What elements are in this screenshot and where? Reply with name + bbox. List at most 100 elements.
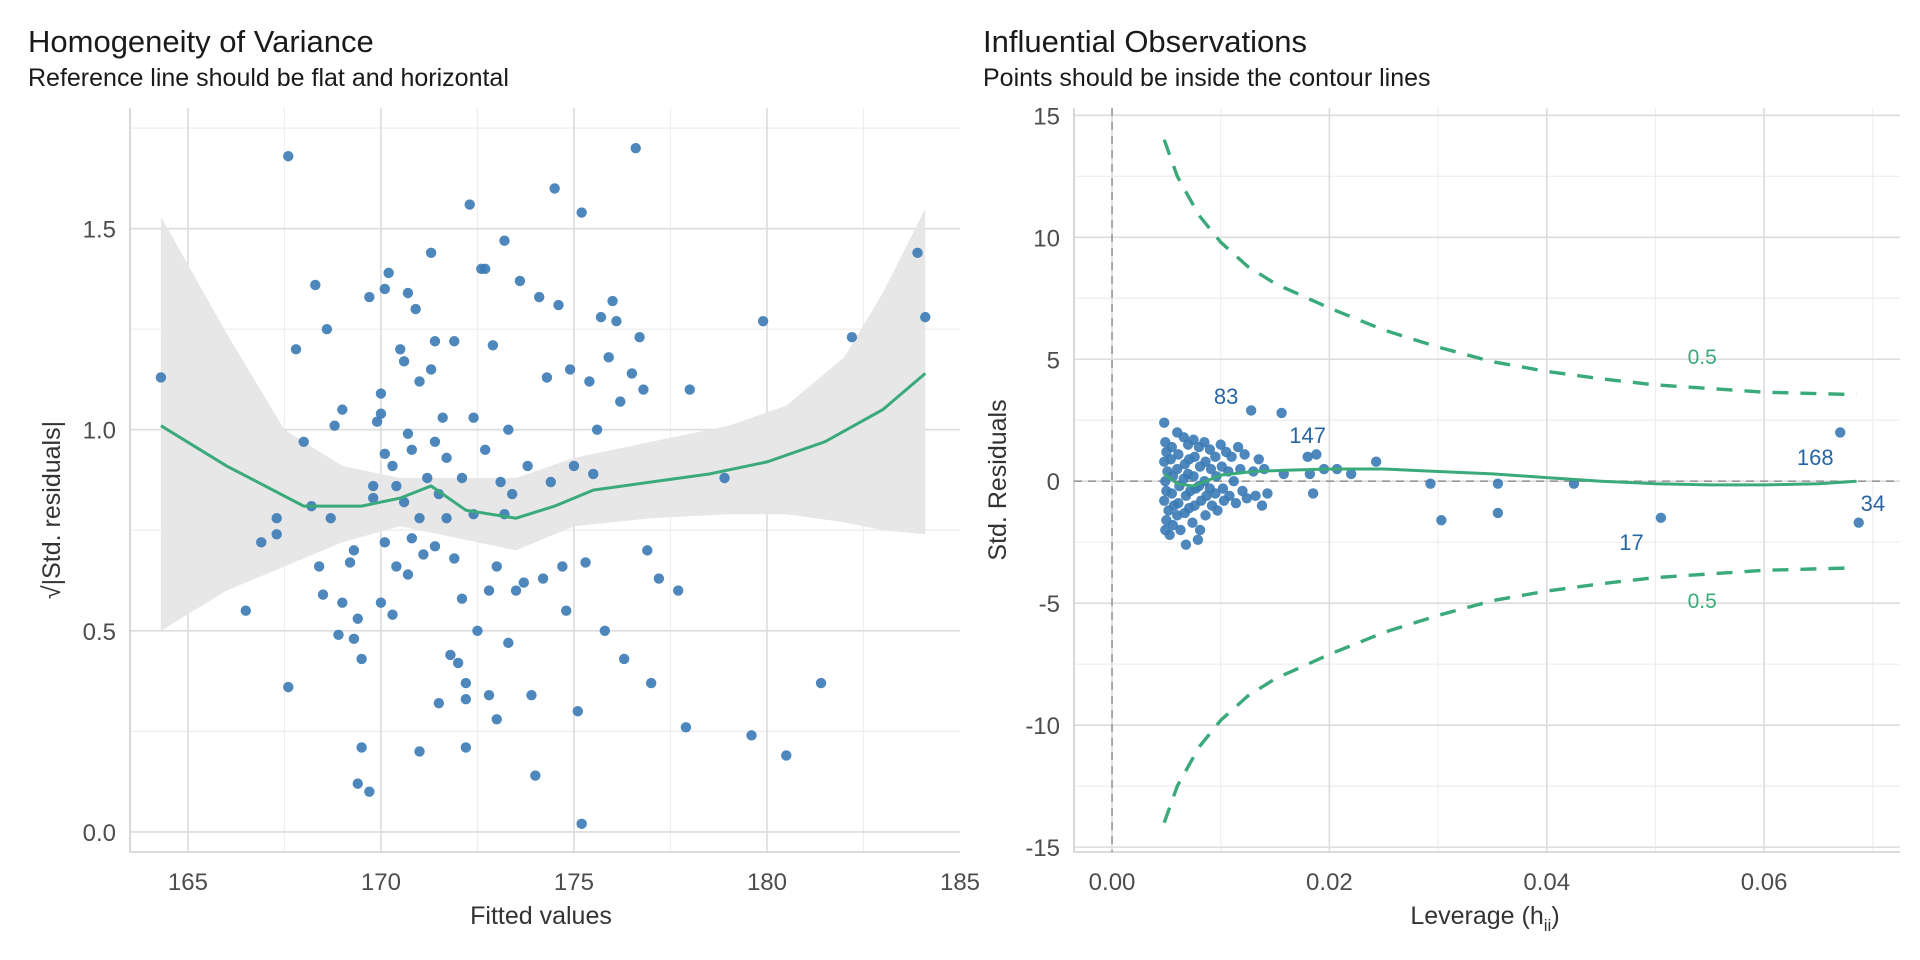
data-point [1253,454,1264,465]
x-tick-label: 180 [747,869,787,896]
data-point [1212,505,1223,516]
data-point [1166,441,1178,453]
x-tick-label: 0.00 [1089,869,1136,896]
y-tick-label: 15 [1033,103,1060,130]
data-point [680,722,692,733]
data-point [1210,488,1221,499]
data-point [356,742,367,753]
influence-plot-area: 0.5 0.5 83 147 168 17 34 0.00 0.02 0.04 0.06 -15 -10… [1025,103,1900,896]
data-point [1239,449,1250,460]
data-point [368,480,379,492]
data-point [290,344,302,355]
data-point [1230,497,1242,509]
data-point [1224,490,1235,502]
data-point [530,770,541,781]
data-point [483,689,495,701]
data-point [553,299,564,311]
contour-label-lower: 0.5 [1688,590,1717,613]
y-tick-label: 0.0 [83,820,116,847]
data-point [618,653,630,665]
data-point [414,746,425,757]
y-tick-label: 1.0 [83,418,116,445]
data-point [364,786,375,797]
data-point [1173,449,1184,460]
data-point [545,476,556,488]
data-point [387,609,398,620]
data-point [1200,510,1211,521]
data-point [499,235,510,246]
data-point [368,492,379,504]
data-point [1228,476,1239,487]
data-point [406,533,418,544]
data-point [1250,490,1261,502]
data-point [1436,515,1447,526]
influence-panel-subtitle: Points should be inside the contour line… [983,64,1431,92]
data-point [398,496,410,508]
data-point [1835,427,1846,438]
data-point [1172,463,1183,475]
data-point [719,472,730,484]
data-point [418,549,429,560]
data-point [460,742,472,753]
data-point [414,376,425,387]
data-point [518,577,529,588]
data-point [526,689,537,701]
x-tick-label: 0.02 [1306,869,1353,896]
data-point [626,368,638,379]
observation-label: 17 [1619,530,1643,555]
data-point [379,448,390,460]
data-point [1166,488,1178,499]
observation-label: 147 [1289,423,1326,448]
data-point [1160,476,1171,487]
data-point [591,424,603,435]
x-tick-label: 165 [168,869,208,896]
data-point [584,376,595,387]
data-point [429,436,441,447]
homogeneity-panel-subtitle: Reference line should be flat and horizo… [28,64,509,92]
data-point [395,344,406,355]
data-point [441,452,452,464]
data-point [510,585,522,596]
x-tick-label-clipped: 185 [940,869,980,896]
data-point [1241,493,1253,504]
data-point [356,653,367,665]
data-point [491,561,502,572]
data-point [1173,497,1184,509]
data-point [375,597,387,608]
data-point [561,605,572,616]
data-point [406,444,418,456]
data-point [460,677,472,689]
data-point [846,332,858,343]
svg-text:√|Std. residuals|: √|Std. residuals| [38,421,66,599]
data-point [537,573,549,584]
data-point [1302,451,1313,463]
data-point [348,633,360,645]
data-point [155,372,167,383]
data-point [271,529,282,540]
data-point [1256,500,1268,511]
data-point [379,283,390,295]
y-tick-label: 10 [1033,225,1060,252]
data-point [425,247,437,258]
data-point [781,750,792,761]
data-point [464,199,475,210]
data-point [352,613,363,624]
x-tick-label: 175 [554,869,594,896]
data-point [391,480,402,492]
data-point [1200,456,1211,467]
data-point [1164,529,1175,541]
data-point [333,629,344,641]
data-point [387,460,398,472]
data-point [576,818,587,830]
smooth-line [160,372,927,520]
observation-label: 83 [1214,384,1238,409]
data-point [271,513,282,524]
data-point [503,424,514,435]
y-tick-label: -10 [1025,713,1060,740]
data-point [630,143,641,154]
observation-label: 168 [1797,445,1834,470]
data-point [337,597,348,608]
data-point [1853,517,1864,528]
data-point [445,649,456,661]
